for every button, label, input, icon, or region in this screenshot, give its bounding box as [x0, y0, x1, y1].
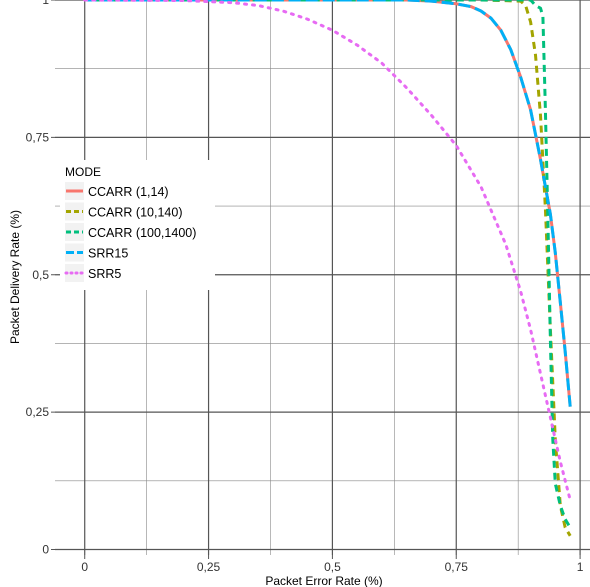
x-axis-title: Packet Error Rate (%) — [265, 574, 382, 587]
x-tick-label: 0 — [81, 560, 88, 574]
legend-label: SRR15 — [88, 247, 128, 261]
legend-label: CCARR (1,14) — [88, 185, 169, 199]
legend-label: CCARR (10,140) — [88, 206, 182, 220]
y-tick-label: 0,5 — [32, 268, 49, 282]
legend-label: CCARR (100,1400) — [88, 226, 196, 240]
x-tick-label: 0,25 — [197, 560, 221, 574]
series-line-srr15 — [84, 0, 572, 407]
x-tick-label: 1 — [577, 560, 584, 574]
y-axis-title: Packet Delivery Rate (%) — [8, 210, 22, 344]
y-tick-label: 0 — [42, 543, 49, 557]
series-lines — [83, 0, 572, 537]
x-axis-ticks: 0 0,25 0,5 0,75 1 — [81, 555, 584, 574]
legend-title: MODE — [65, 165, 101, 179]
legend-box — [60, 160, 215, 290]
y-axis-ticks: 0 0,25 0,5 0,75 1 — [26, 0, 55, 557]
series-line-ccarr-100-1400 — [84, 0, 572, 529]
y-tick-label: 1 — [42, 0, 49, 7]
x-tick-label: 0,5 — [324, 560, 341, 574]
legend-label: SRR5 — [88, 267, 121, 281]
y-tick-label: 0,75 — [26, 130, 50, 144]
x-tick-label: 0,75 — [445, 560, 469, 574]
series-line-srr5 — [83, 0, 572, 502]
legend-key-bg — [65, 243, 84, 262]
legend: MODE CCARR (1,14) CCARR (10,140) CCARR (100… — [60, 160, 215, 290]
y-tick-label: 0,25 — [26, 405, 50, 419]
